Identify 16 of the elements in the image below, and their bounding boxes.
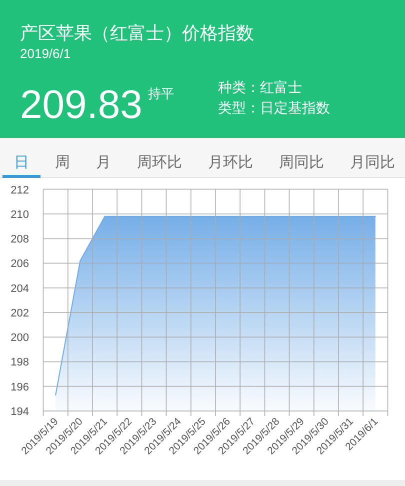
ytick-label: 206 — [10, 258, 29, 270]
title: 产区苹果（红富士）价格指数 — [20, 23, 254, 43]
ytick-label: 204 — [10, 282, 29, 295]
ytick-label: 198 — [10, 356, 29, 369]
ytick-label: 194 — [10, 406, 29, 418]
annotation: 类型：日定基指数 — [218, 100, 330, 116]
subtitle: 2019/6/1 — [20, 46, 71, 61]
ytick-label: 208 — [10, 234, 29, 246]
annotation: 种类：红富士 — [218, 79, 302, 95]
ytick-label: 212 — [10, 184, 29, 196]
annotation: 持平 — [148, 86, 174, 101]
ytick-label: 200 — [10, 332, 29, 344]
ytick-label: 210 — [10, 208, 29, 221]
annotation: 209.83 — [20, 83, 142, 127]
ytick-label: 202 — [10, 307, 29, 320]
ytick-label: 196 — [10, 381, 29, 394]
